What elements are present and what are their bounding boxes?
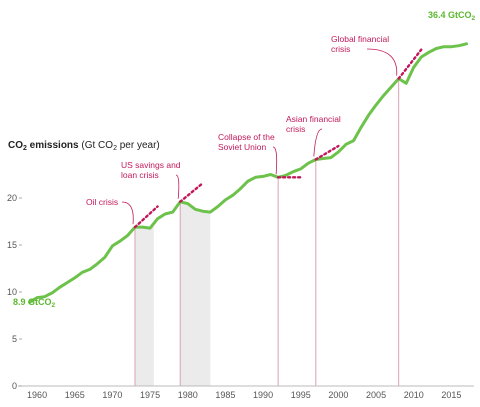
crisis-leader-2 (272, 146, 278, 175)
y-tick-label-15: 15 (7, 240, 17, 250)
crisis-label-3: Asian financial crisis (286, 114, 341, 134)
x-tick-label-2000: 2000 (328, 390, 348, 400)
y-axis-ticks: 0 5 10 15 20 (7, 193, 22, 391)
crisis-leader-4 (366, 48, 398, 76)
x-tick-label-1975: 1975 (140, 390, 160, 400)
x-tick-label-1990: 1990 (253, 390, 273, 400)
x-tick-label-1985: 1985 (215, 390, 235, 400)
y-tick-label-0: 0 (12, 381, 17, 391)
x-axis-ticks: 1960 1965 1970 1975 1980 1985 1990 1995 2000 2005… (27, 390, 461, 400)
x-tick-label-2005: 2005 (366, 390, 386, 400)
y-tick-label-20: 20 (7, 193, 17, 203)
crisis-trend-dots-1 (178, 181, 205, 203)
crisis-trend-dots (133, 48, 423, 229)
x-tick-label-2015: 2015 (441, 390, 461, 400)
crisis-trend-dots-4 (397, 48, 423, 80)
x-tick-label-1980: 1980 (178, 390, 198, 400)
x-tick-label-1970: 1970 (102, 390, 122, 400)
y-tick-label-10: 10 (7, 287, 17, 297)
crisis-leader-1 (175, 174, 180, 199)
y-axis-label: CO2 emissions (Gt CO2 per year) (8, 140, 160, 152)
crisis-label-0: Oil crisis (86, 197, 118, 207)
shaded-area-0 (135, 223, 154, 386)
crisis-annotations: Oil crisis US savings and loan crisis Colla… (86, 34, 398, 225)
crisis-label-4: Global financial crisis (331, 34, 389, 54)
crisis-shaded-areas (135, 201, 211, 386)
start-value-label: 8.9 GtCO2 (13, 297, 56, 309)
y-tick-label-5: 5 (12, 334, 17, 344)
x-tick-label-1965: 1965 (65, 390, 85, 400)
end-value-label: 36.4 GtCO2 (428, 10, 476, 22)
shaded-area-1 (180, 201, 211, 386)
crisis-vertical-lines (134, 78, 400, 386)
x-tick-label-2010: 2010 (404, 390, 424, 400)
x-tick-label-1995: 1995 (291, 390, 311, 400)
crisis-leader-3 (313, 128, 323, 157)
crisis-label-1: US savings and loan crisis (121, 160, 181, 180)
series-line (28, 42, 468, 304)
crisis-label-2: Collapse of the Soviet Union (218, 132, 275, 152)
crisis-trend-dots-0 (133, 205, 159, 229)
x-tick-label-1960: 1960 (27, 390, 47, 400)
crisis-trend-dots-3 (314, 144, 340, 161)
emissions-series (28, 42, 468, 304)
crisis-leader-0 (121, 201, 134, 225)
